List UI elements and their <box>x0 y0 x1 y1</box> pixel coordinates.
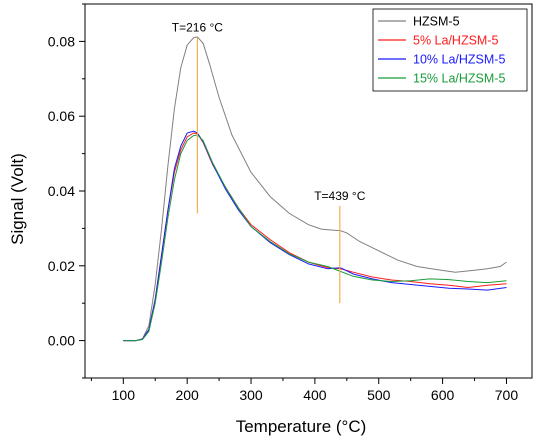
series-line-2 <box>123 132 507 342</box>
x-tick-label: 500 <box>367 387 391 403</box>
y-tick-label: 0.06 <box>48 108 75 124</box>
legend-label-1: HZSM-5 <box>413 15 460 29</box>
x-tick-label: 300 <box>239 387 263 403</box>
y-axis-title: Signal (Volt) <box>8 153 27 245</box>
y-tick-label: 0.00 <box>48 333 75 349</box>
legend-label-2: 5% La/HZSM-5 <box>413 34 498 48</box>
x-tick-label: 700 <box>495 387 519 403</box>
plot-area: T=216 °C T=439 °C <box>123 21 507 342</box>
legend-label-4: 15% La/HZSM-5 <box>413 72 505 86</box>
annotation-label-2: T=439 °C <box>314 189 365 203</box>
x-tick-label: 200 <box>175 387 199 403</box>
legend-box <box>372 8 528 92</box>
series-line-3 <box>123 130 507 342</box>
legend-label-3: 10% La/HZSM-5 <box>413 53 505 67</box>
legend: HZSM-5 5% La/HZSM-5 10% La/HZSM-5 15% La/HZ… <box>372 8 528 92</box>
y-tick-label: 0.02 <box>48 258 75 274</box>
series-line-4 <box>123 134 507 342</box>
axes: 100 200 300 400 500 600 700 0.00 0.02 0.04 0.06 0.0… <box>48 3 533 403</box>
y-tick-label: 0.04 <box>48 183 75 199</box>
y-tick-label: 0.08 <box>48 33 75 49</box>
x-tick-label: 600 <box>431 387 455 403</box>
series-line-1 <box>123 36 507 342</box>
annotation-label-1: T=216 °C <box>172 21 223 35</box>
x-tick-label: 100 <box>112 387 136 403</box>
x-tick-label: 400 <box>303 387 327 403</box>
x-axis-title: Temperature (°C) <box>236 417 367 436</box>
